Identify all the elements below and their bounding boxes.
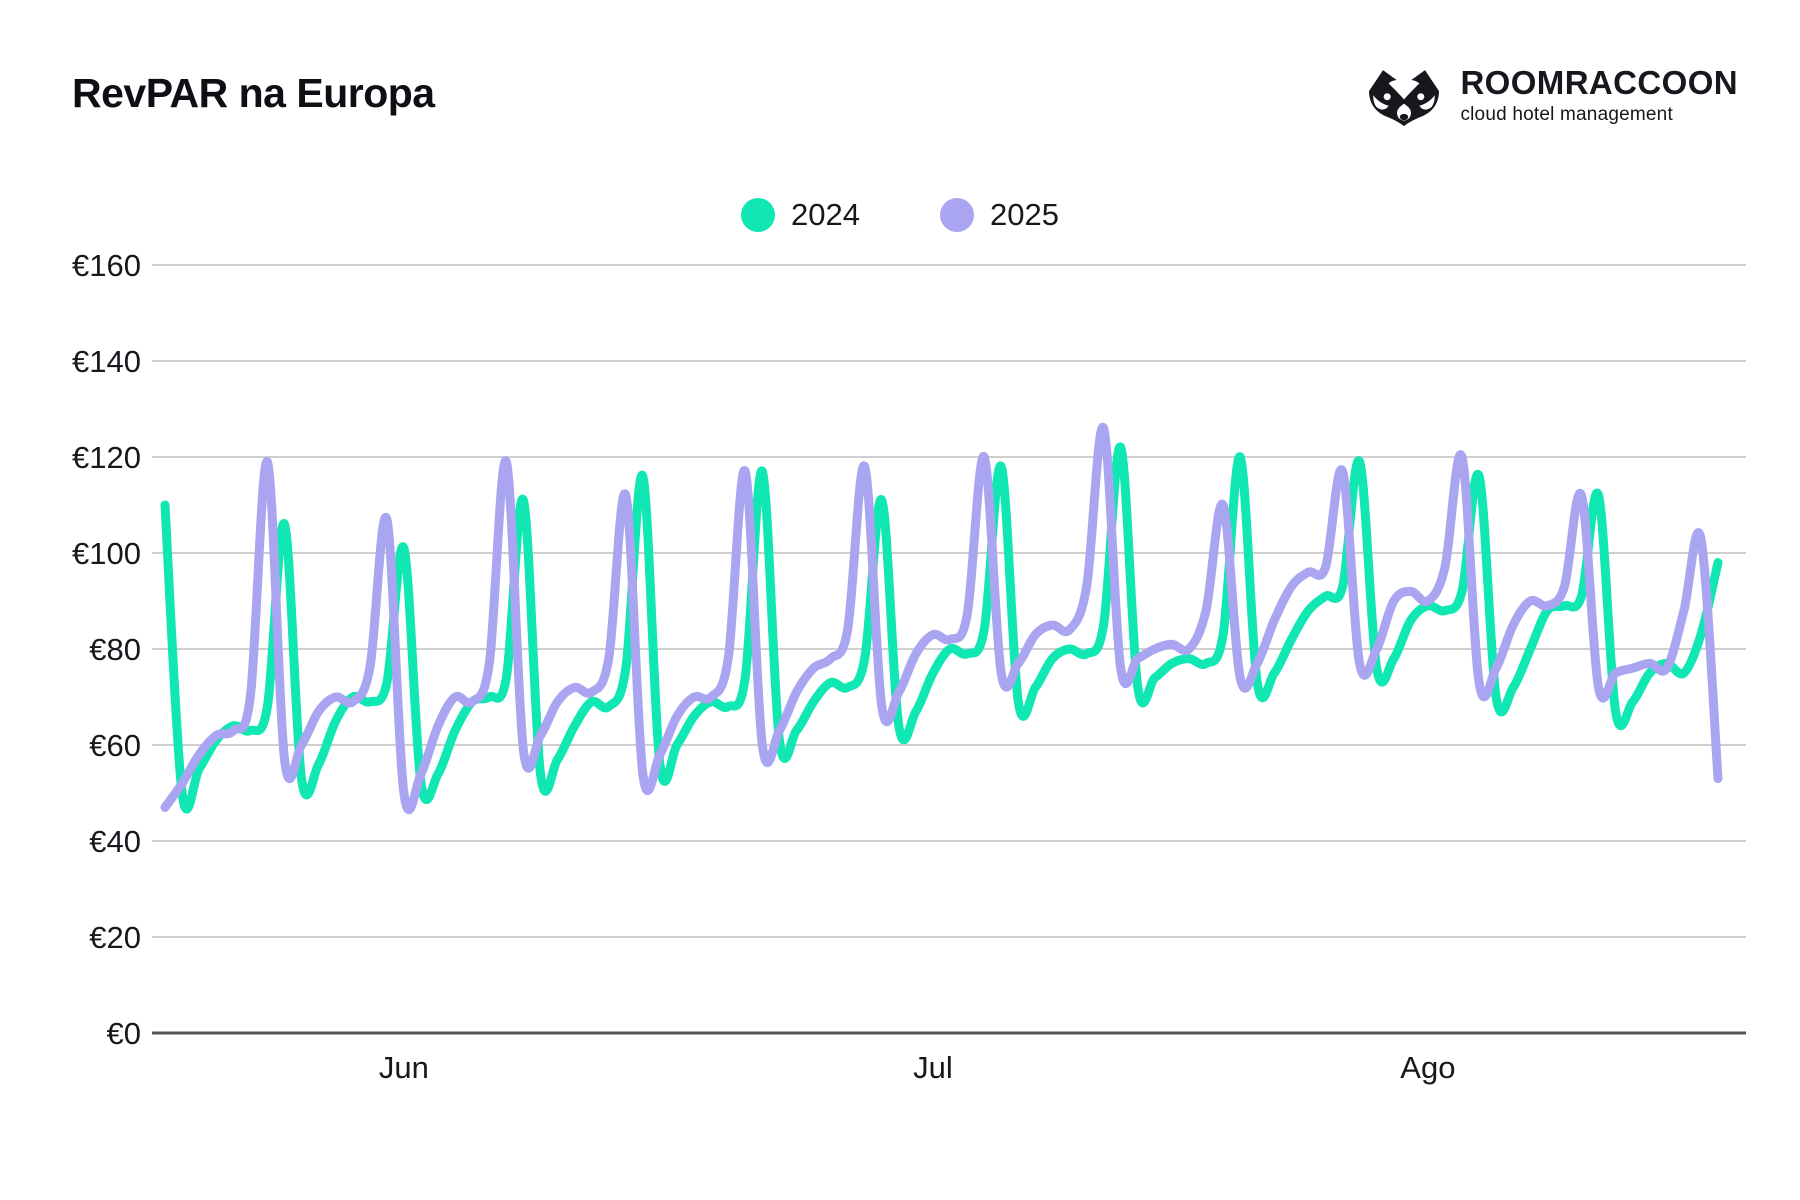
raccoon-icon (1369, 70, 1440, 127)
brand-logo: ROOMRACCOON cloud hotel management (1362, 64, 1738, 128)
legend-item-2024[interactable]: 2024 (741, 197, 860, 233)
brand-tagline: cloud hotel management (1460, 103, 1673, 125)
y-tick-label-120: €120 (72, 440, 141, 475)
y-tick-label-160: €160 (72, 248, 141, 283)
y-tick-label-0: €0 (107, 1016, 141, 1051)
y-axis-labels-group: €0 €20 €40 €60 €80 €100 €120 €140 €160 (72, 248, 141, 1051)
legend-item-2025[interactable]: 2025 (940, 197, 1059, 233)
legend-label-2024: 2024 (791, 197, 860, 232)
legend-label-2025: 2025 (990, 197, 1059, 232)
legend-dot-2025 (940, 198, 974, 232)
series-lines-group (160, 423, 1723, 815)
series-line-2024 (160, 442, 1723, 814)
y-tick-label-80: €80 (89, 632, 141, 667)
x-tick-label-Ago: Ago (1400, 1050, 1455, 1085)
chart-legend: 2024 2025 (0, 190, 1800, 240)
y-tick-label-100: €100 (72, 536, 141, 571)
legend-dot-2024 (741, 198, 776, 232)
y-tick-label-60: €60 (89, 728, 141, 763)
page-title: RevPAR na Europa (72, 70, 435, 116)
brand-name: ROOMRACCOON (1460, 64, 1738, 102)
x-axis-labels-group: Jun Jul Ago (379, 1050, 1456, 1085)
y-tick-label-40: €40 (89, 824, 141, 859)
y-tick-label-140: €140 (72, 344, 141, 379)
x-tick-label-Jun: Jun (379, 1050, 429, 1085)
x-tick-label-Jul: Jul (913, 1050, 953, 1085)
brand-text-block: ROOMRACCOON cloud hotel management (1460, 66, 1738, 126)
y-tick-label-20: €20 (89, 920, 141, 955)
series-line-2025 (160, 423, 1723, 815)
